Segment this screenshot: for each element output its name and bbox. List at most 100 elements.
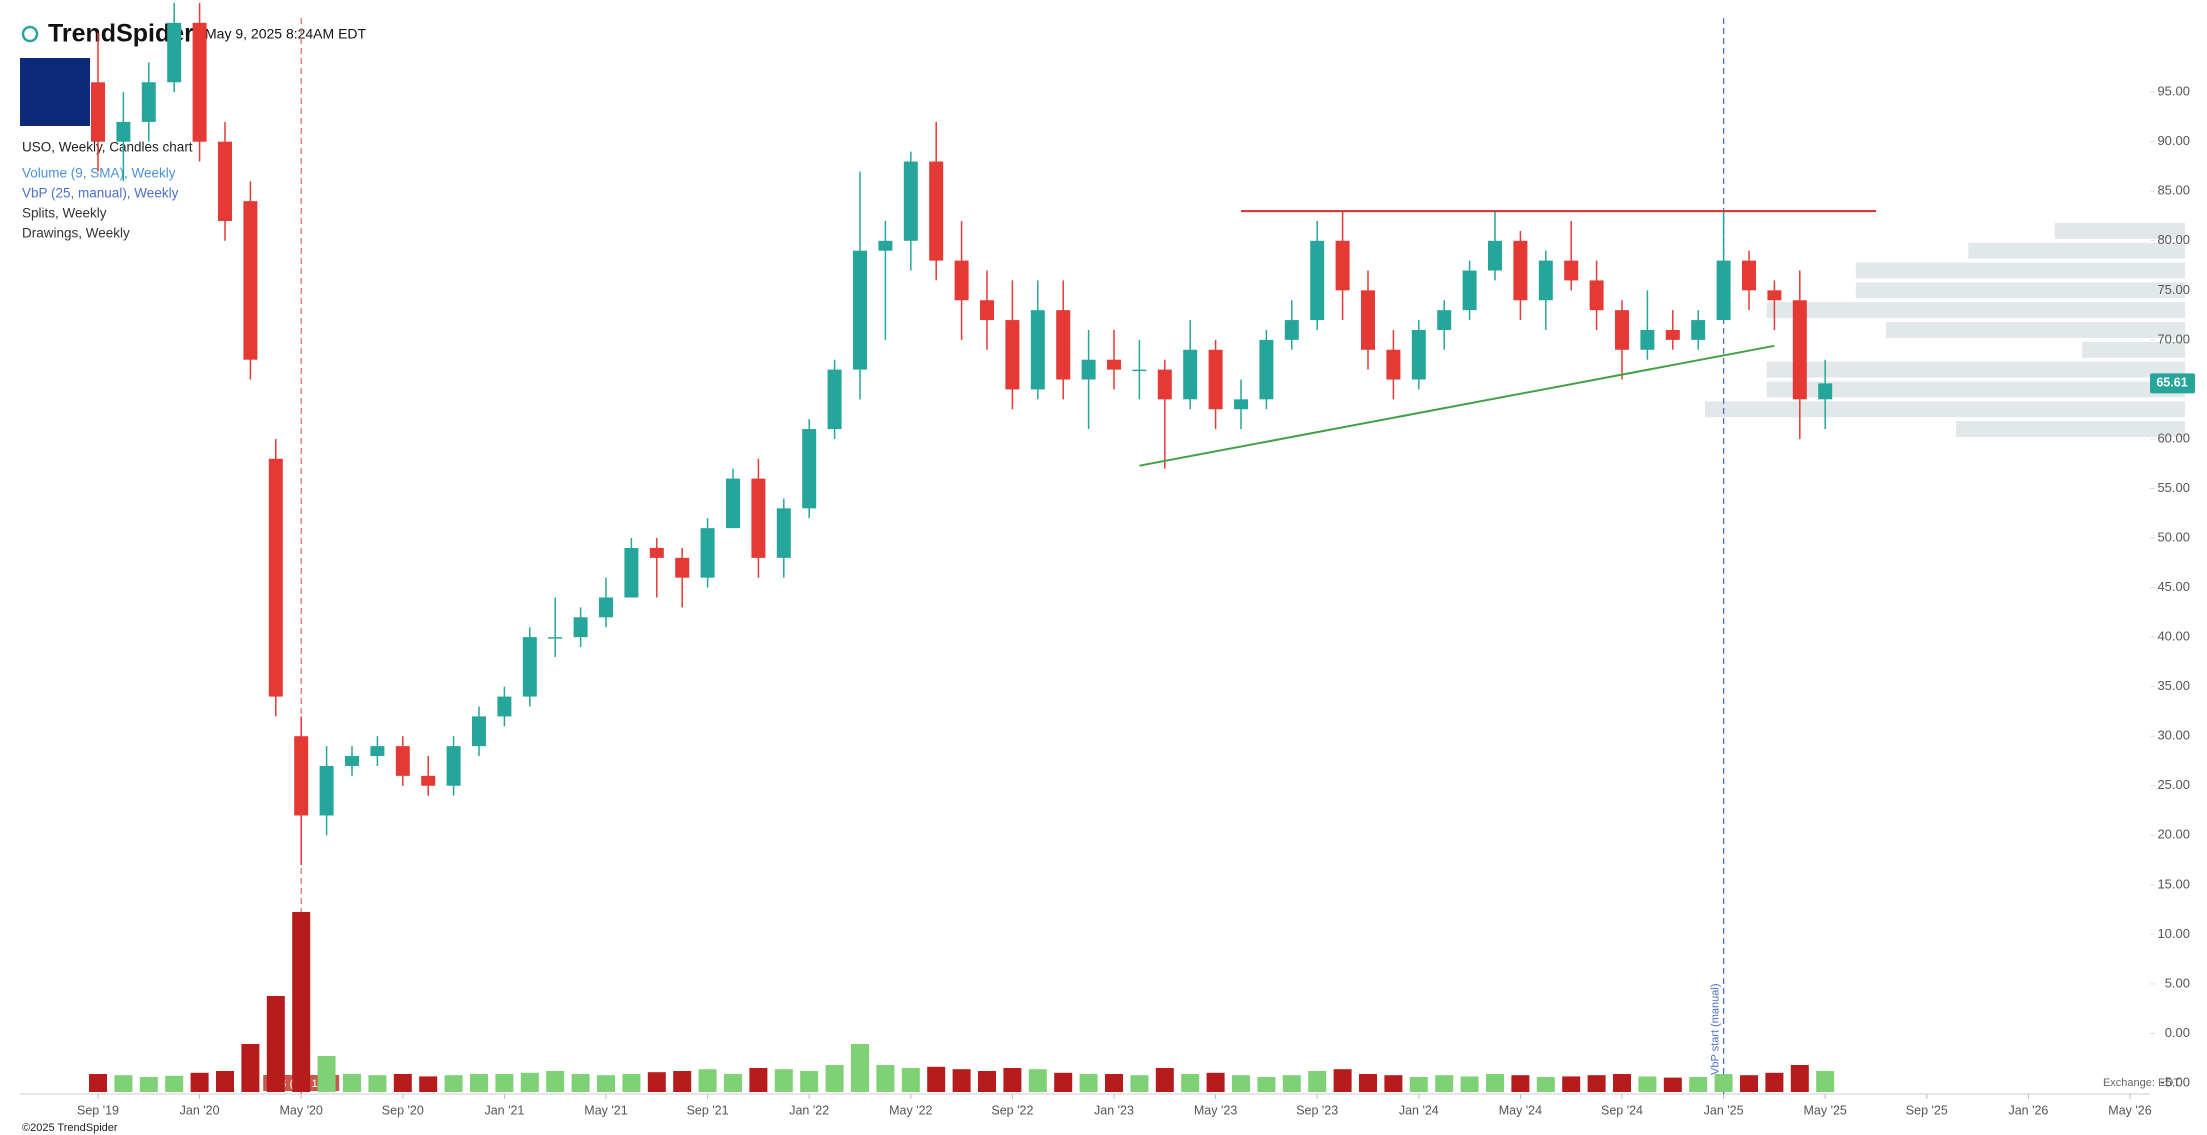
volume-bar bbox=[749, 1068, 768, 1092]
candle-body bbox=[268, 458, 283, 697]
volume-bar bbox=[952, 1069, 971, 1092]
volume-bar bbox=[1613, 1074, 1631, 1092]
candle-body bbox=[827, 369, 842, 430]
candle-body bbox=[700, 528, 715, 578]
candle-body bbox=[1589, 280, 1604, 311]
volume-bar bbox=[419, 1076, 438, 1092]
candle-body bbox=[1056, 310, 1071, 380]
candle-body bbox=[1208, 349, 1223, 410]
volume-bar bbox=[774, 1069, 793, 1092]
candle-body bbox=[192, 22, 207, 142]
volume-bar bbox=[647, 1072, 666, 1092]
candle-body bbox=[1513, 240, 1528, 301]
candle-body bbox=[1259, 339, 1274, 400]
candle-body bbox=[1030, 310, 1045, 390]
volume-bar bbox=[876, 1065, 895, 1092]
volume-profile-bar bbox=[1955, 421, 2185, 438]
candle-body bbox=[421, 775, 436, 786]
candle-body bbox=[1183, 349, 1198, 400]
volume-bar bbox=[470, 1074, 488, 1092]
indicator-label: Volume (9, SMA), Weekly bbox=[22, 166, 176, 181]
x-tick-label: Jan '22 bbox=[789, 1103, 829, 1117]
candle-body bbox=[1081, 359, 1096, 380]
volume-profile-bar bbox=[1886, 321, 2185, 338]
volume-bar bbox=[825, 1065, 844, 1092]
volume-bar bbox=[444, 1075, 463, 1092]
candle-body bbox=[726, 478, 740, 529]
volume-profile-bar bbox=[1855, 282, 2185, 299]
y-tick-label: 30.00 bbox=[2157, 728, 2190, 743]
volume-bar bbox=[1105, 1074, 1123, 1092]
candle-body bbox=[1284, 320, 1299, 340]
volume-profile-bar bbox=[2082, 341, 2185, 358]
candle-body bbox=[345, 756, 359, 766]
candle-body bbox=[1640, 329, 1655, 350]
volume-bar bbox=[1155, 1068, 1174, 1092]
volume-bar bbox=[597, 1075, 615, 1092]
x-tick-label: Sep '21 bbox=[687, 1103, 729, 1117]
x-tick-label: Jan '26 bbox=[2008, 1103, 2048, 1117]
candle-body bbox=[1488, 240, 1502, 271]
volume-bar bbox=[266, 996, 285, 1092]
volume-bar bbox=[241, 1044, 260, 1092]
logo-icon bbox=[21, 25, 39, 43]
thumbnail bbox=[20, 58, 90, 126]
volume-bar bbox=[343, 1074, 361, 1092]
candle-body bbox=[1437, 310, 1452, 330]
candle-body bbox=[1792, 300, 1807, 400]
volume-bar bbox=[1003, 1068, 1022, 1092]
candle-body bbox=[395, 746, 410, 776]
volume-bar bbox=[1384, 1075, 1403, 1092]
volume-bar bbox=[1740, 1075, 1758, 1092]
x-tick-label: May '22 bbox=[889, 1103, 932, 1117]
last-price-label: 65.61 bbox=[2156, 376, 2187, 390]
volume-bar bbox=[1409, 1077, 1428, 1092]
candle-body bbox=[1132, 369, 1147, 372]
y-tick-label: 70.00 bbox=[2157, 331, 2190, 346]
x-tick-label: Jan '20 bbox=[180, 1103, 220, 1117]
volume-bar bbox=[546, 1071, 565, 1092]
candle-body bbox=[1615, 310, 1629, 350]
candle-body bbox=[1665, 329, 1680, 340]
volume-bar bbox=[1181, 1074, 1200, 1092]
x-tick-label: Jan '24 bbox=[1399, 1103, 1439, 1117]
x-tick-label: May '26 bbox=[2108, 1103, 2151, 1117]
volume-bar bbox=[1562, 1076, 1581, 1092]
volume-bar bbox=[724, 1074, 742, 1092]
candle-body bbox=[1310, 240, 1325, 321]
y-tick-label: 20.00 bbox=[2157, 827, 2190, 842]
candle-body bbox=[980, 300, 994, 321]
candle-body bbox=[599, 597, 613, 618]
volume-bar bbox=[1232, 1075, 1250, 1092]
volume-bar bbox=[139, 1077, 158, 1092]
volume-bar bbox=[292, 912, 311, 1092]
volume-bar bbox=[1486, 1074, 1504, 1092]
volume-bar bbox=[1028, 1069, 1047, 1092]
volume-bar bbox=[851, 1044, 869, 1092]
candle-body bbox=[319, 765, 334, 816]
y-tick-label: 15.00 bbox=[2157, 876, 2190, 891]
x-tick-label: May '23 bbox=[1194, 1103, 1237, 1117]
candle-body bbox=[1005, 320, 1020, 390]
candle-body bbox=[472, 716, 486, 747]
candle-body bbox=[903, 161, 918, 241]
volume-bar bbox=[1765, 1072, 1784, 1092]
volume-profile-bar bbox=[1766, 302, 2185, 319]
candle-body bbox=[370, 746, 385, 757]
volume-bar bbox=[1816, 1071, 1835, 1092]
volume-bar bbox=[317, 1056, 336, 1092]
candle-body bbox=[91, 82, 105, 142]
y-tick-label: 45.00 bbox=[2157, 579, 2190, 594]
volume-bar bbox=[1790, 1065, 1809, 1092]
volume-bar bbox=[1638, 1076, 1657, 1092]
volume-bar bbox=[1282, 1075, 1301, 1092]
candle-body bbox=[116, 121, 131, 142]
candle-body bbox=[1386, 349, 1401, 380]
y-tick-label: 85.00 bbox=[2157, 183, 2190, 198]
x-tick-label: Jan '21 bbox=[484, 1103, 524, 1117]
candle-body bbox=[878, 240, 893, 251]
volume-profile-bar bbox=[2054, 222, 2185, 239]
volume-bar bbox=[1308, 1071, 1327, 1092]
volume-bar bbox=[114, 1075, 133, 1092]
x-tick-label: Sep '19 bbox=[77, 1103, 119, 1117]
